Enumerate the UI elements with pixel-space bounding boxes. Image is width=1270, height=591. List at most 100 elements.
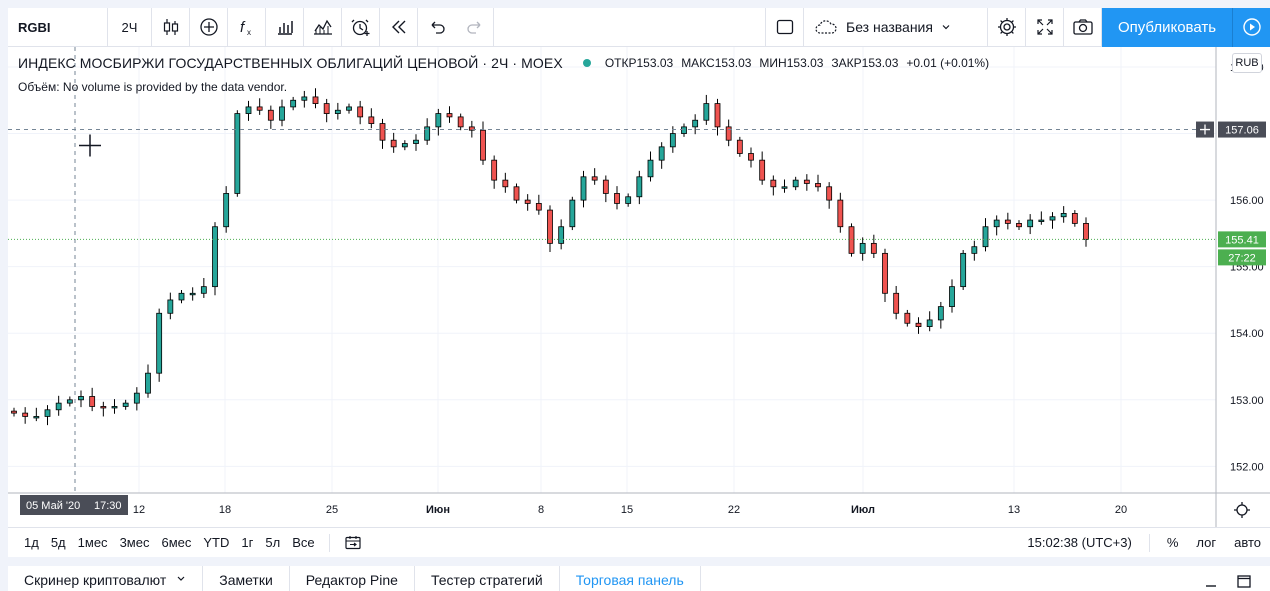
compare-button[interactable] xyxy=(190,7,228,47)
candle-up xyxy=(625,196,632,204)
templates-button[interactable] xyxy=(304,7,342,47)
tab-notes[interactable]: Заметки xyxy=(203,566,290,591)
tab-crypto-screener[interactable]: Скринер криптовалют xyxy=(8,566,204,591)
play-button[interactable] xyxy=(1232,7,1270,47)
snapshot-button[interactable] xyxy=(1064,7,1102,47)
candle-down xyxy=(815,183,821,188)
tab-pine-editor[interactable]: Редактор Pine xyxy=(290,566,415,591)
candle-up xyxy=(926,319,933,327)
candle-up xyxy=(703,103,710,121)
series-title[interactable]: ИНДЕКС МОСБИРЖИ ГОСУДАРСТВЕННЫХ ОБЛИГАЦИ… xyxy=(18,55,563,71)
layout-name-dropdown[interactable]: Без названия xyxy=(804,7,988,47)
candles-style-button[interactable] xyxy=(152,7,190,47)
interval-button[interactable]: 2Ч xyxy=(108,7,152,47)
candle-up xyxy=(223,193,230,228)
toolbar-spacer xyxy=(494,7,766,47)
candle-down xyxy=(591,176,598,181)
open-label: ОТКР xyxy=(604,56,637,70)
tab-strategy-tester[interactable]: Тестер стратегий xyxy=(415,566,560,591)
tab-trading-panel[interactable]: Торговая панель xyxy=(560,566,701,591)
range-5y-button[interactable]: 5л xyxy=(265,535,281,550)
publish-button[interactable]: Опубликовать xyxy=(1102,7,1232,47)
percent-toggle[interactable]: % xyxy=(1166,535,1179,550)
layout-select-button[interactable] xyxy=(766,7,804,47)
open-value: 153.03 xyxy=(636,56,674,70)
maximize-icon[interactable] xyxy=(1236,574,1252,588)
bottom-right-controls: 15:02:38 (UTC+3) % лог авто xyxy=(1018,533,1270,552)
candle-up xyxy=(960,252,967,288)
range-3m-button[interactable]: 3мес xyxy=(119,535,150,550)
range-5d-button[interactable]: 5д xyxy=(50,535,66,550)
panel-controls xyxy=(1204,574,1270,591)
alert-button[interactable] xyxy=(342,7,380,47)
candle-down xyxy=(714,103,721,128)
undo-button[interactable] xyxy=(418,8,456,47)
candle-up xyxy=(44,409,51,417)
candle-down xyxy=(602,179,609,194)
bottom-panel-tabs: Скринер криптовалют Заметки Редактор Pin… xyxy=(8,566,1270,591)
crosshair-time-label: 05 Май '20 xyxy=(26,500,80,512)
range-1d-button[interactable]: 1д xyxy=(24,535,39,550)
svg-text:x: x xyxy=(247,28,251,37)
log-toggle[interactable]: лог xyxy=(1196,535,1217,550)
play-icon xyxy=(1242,18,1261,36)
clock-button[interactable]: 15:02:38 (UTC+3) xyxy=(1027,535,1132,550)
settings-button[interactable] xyxy=(988,7,1026,47)
crosshair-price-label: 157.06 xyxy=(1225,125,1259,137)
chart-pane[interactable]: 158.00157.00156.00155.00154.00153.00152.… xyxy=(8,47,1270,527)
auto-toggle[interactable]: авто xyxy=(1234,535,1261,550)
price-tick-label: 156.00 xyxy=(1230,195,1264,207)
price-tick-label: 152.00 xyxy=(1230,461,1264,473)
candle-up xyxy=(424,126,431,141)
symbol-search-button[interactable]: RGBI xyxy=(8,7,108,47)
candle-down xyxy=(1016,223,1022,228)
close-value: 153.03 xyxy=(861,56,899,70)
time-tick-label: 25 xyxy=(326,504,338,516)
redo-button[interactable] xyxy=(456,7,494,47)
volume-legend: Объём: No volume is provided by the data… xyxy=(18,80,287,94)
candle-up xyxy=(1027,219,1034,228)
replay-button[interactable] xyxy=(380,7,418,47)
candle-down xyxy=(457,116,464,128)
alarm-clock-icon xyxy=(351,19,369,36)
date-range-button[interactable] xyxy=(338,535,368,551)
candle-up xyxy=(1049,216,1056,221)
candle-down xyxy=(535,203,542,211)
candlestick-series xyxy=(11,88,1089,426)
candle-down xyxy=(915,322,922,327)
candle-down xyxy=(837,199,844,228)
price-chart[interactable]: 158.00157.00156.00155.00154.00153.00152.… xyxy=(8,47,1270,527)
close-label: ЗАКР xyxy=(831,56,862,70)
candle-down xyxy=(759,159,766,181)
time-tick-label: 15 xyxy=(621,504,633,516)
candle-down xyxy=(1071,213,1078,224)
range-6m-button[interactable]: 6мес xyxy=(161,535,192,550)
range-ytd-button[interactable]: YTD xyxy=(203,535,230,550)
currency-button[interactable]: RUB xyxy=(1232,53,1262,73)
range-1y-button[interactable]: 1г xyxy=(241,535,254,550)
time-tick-label: 22 xyxy=(728,504,740,516)
candle-down xyxy=(379,123,386,141)
candle-up xyxy=(658,146,665,161)
financials-button[interactable] xyxy=(266,7,304,47)
square-icon xyxy=(776,19,793,35)
minimize-icon[interactable] xyxy=(1204,574,1218,588)
crosshair-price-badge xyxy=(1218,121,1266,138)
fullscreen-button[interactable] xyxy=(1026,7,1064,47)
candle-down xyxy=(480,129,486,161)
high-value: 153.03 xyxy=(714,56,752,70)
redo-icon xyxy=(466,21,480,34)
gear-teeth xyxy=(1234,502,1250,518)
candle-up xyxy=(55,402,62,411)
interval-label: 2Ч xyxy=(121,19,138,35)
range-1m-button[interactable]: 1мес xyxy=(77,535,108,550)
plus-icon xyxy=(1200,124,1210,135)
rewind-icon xyxy=(391,20,405,34)
grid-lines xyxy=(8,47,1216,493)
candle-up xyxy=(279,106,285,121)
candle-up xyxy=(993,219,1000,228)
time-tick-label: 8 xyxy=(538,504,544,516)
range-all-button[interactable]: Все xyxy=(292,535,315,550)
